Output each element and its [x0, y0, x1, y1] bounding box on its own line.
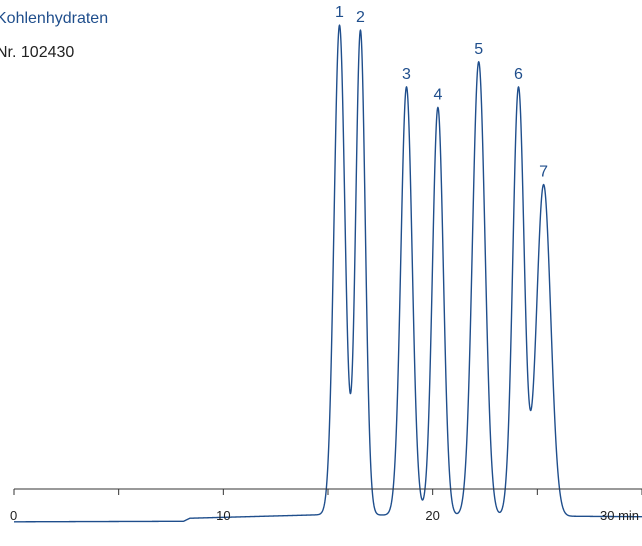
chart-title: Kohlenhydraten	[0, 10, 108, 27]
chromatogram-trace	[13, 24, 642, 523]
peak-label-3: 3	[402, 66, 411, 83]
x-axis: 0 10 20 30 min	[10, 488, 642, 523]
peak-label-1: 1	[335, 4, 344, 21]
peak-label-5: 5	[474, 41, 483, 58]
chart-subtitle: Nr. 102430	[0, 44, 74, 61]
peak-label-7: 7	[539, 164, 548, 181]
peak-label-2: 2	[356, 9, 365, 26]
x-tick-label: 30 min	[600, 508, 639, 523]
peak-label-6: 6	[514, 66, 523, 83]
x-tick-label: 10	[216, 508, 230, 523]
x-tick-label: 20	[425, 508, 439, 523]
x-tick-label: 0	[10, 508, 17, 523]
peak-label-4: 4	[433, 86, 442, 103]
plot-area: 1 2 3 4 5 6 7	[13, 4, 642, 523]
